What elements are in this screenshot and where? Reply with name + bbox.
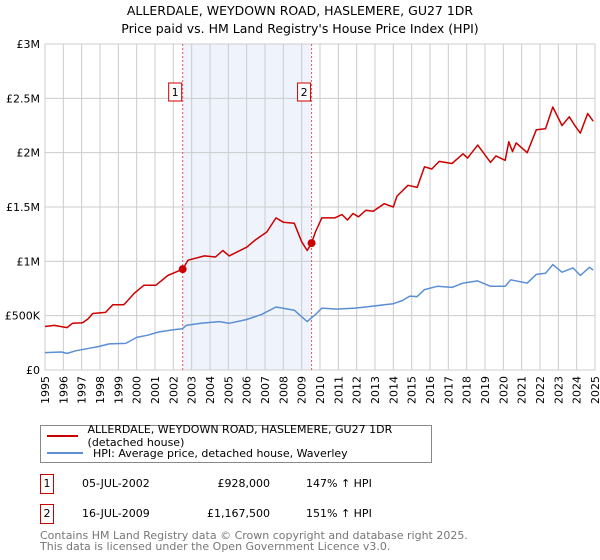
marker-label-border (168, 82, 183, 102)
hpi-line (44, 263, 594, 355)
x-tick-label: 2023 (552, 376, 565, 404)
x-tick-label: 2007 (259, 376, 272, 404)
marker-label-box: 1 (168, 82, 183, 102)
x-tick-label: 2009 (296, 376, 309, 404)
plot-frame (44, 43, 596, 371)
transaction-price: £928,000 (217, 477, 271, 490)
x-tick-label: 2015 (406, 376, 419, 404)
x-tick-label: 1995 (39, 376, 52, 404)
marker-label-box: 2 (297, 82, 312, 102)
x-tick-label: 2001 (149, 376, 162, 404)
sale-marker-point (178, 265, 187, 274)
x-tick-label: 2002 (167, 376, 180, 404)
y-tick-label: £2M (17, 147, 41, 160)
x-tick-label: 2004 (204, 376, 217, 404)
marker-label-border (297, 82, 312, 102)
transaction-number: 2 (40, 504, 54, 524)
legend: ALLERDALE, WEYDOWN ROAD, HASLEMERE, GU27… (40, 423, 432, 463)
transaction-hpi: 151% ↑ HPI (306, 507, 372, 520)
x-tick-label: 2016 (424, 376, 437, 404)
footer-line2: This data is licensed under the Open Gov… (40, 540, 391, 553)
x-tick-label: 2018 (461, 376, 474, 404)
y-tick-label: £500K (5, 310, 41, 323)
property-price-line (44, 106, 594, 329)
x-tick-label: 2017 (442, 376, 455, 404)
chart-title-line1: ALLERDALE, WEYDOWN ROAD, HASLEMERE, GU27… (126, 3, 474, 18)
legend-label-property: ALLERDALE, WEYDOWN ROAD, HASLEMERE, GU27… (87, 423, 393, 449)
y-tick-label: £1M (17, 255, 41, 268)
x-tick-label: 2008 (277, 376, 290, 404)
y-tick-label: £3M (17, 38, 41, 51)
transaction-number: 1 (40, 474, 54, 494)
y-tick-label: £1.5M (6, 201, 40, 214)
legend-label-hpi: HPI: Average price, detached house, Wave… (93, 446, 348, 460)
transaction-hpi: 147% ↑ HPI (306, 477, 372, 490)
x-tick-label: 2006 (241, 376, 254, 404)
transaction-price: £1,167,500 (207, 507, 270, 520)
x-tick-label: 2022 (534, 376, 547, 404)
x-tick-label: 1996 (57, 376, 70, 404)
transaction-date: 05-JUL-2002 (82, 477, 150, 490)
x-tick-label: 2021 (516, 376, 529, 404)
x-tick-label: 2000 (131, 376, 144, 404)
chart-title: ALLERDALE, WEYDOWN ROAD, HASLEMERE, GU27… (0, 2, 600, 38)
transaction-date: 16-JUL-2009 (82, 507, 150, 520)
x-tick-label: 2013 (369, 376, 382, 404)
legend-swatch-property (47, 435, 78, 437)
x-tick-label: 2014 (387, 376, 400, 404)
legend-item-hpi: HPI: Average price, detached house, Wave… (47, 445, 348, 461)
marker-label: 2 (301, 86, 308, 99)
sale-marker-point (307, 239, 316, 248)
y-tick-label: £0 (26, 364, 40, 377)
x-tick-label: 1998 (94, 376, 107, 404)
x-tick-label: 1999 (112, 376, 125, 404)
footer-line1: Contains HM Land Registry data © Crown c… (40, 529, 468, 542)
x-tick-label: 2025 (589, 376, 600, 404)
y-tick-label: £2.5M (6, 92, 40, 105)
x-tick-label: 2019 (479, 376, 492, 404)
x-tick-label: 2005 (222, 376, 235, 404)
x-tick-label: 2003 (186, 376, 199, 404)
footer: Contains HM Land Registry data © Crown c… (40, 530, 468, 552)
price-chart: 1995 1996 1997 1998 1999 2000 2001 2002 2003 2004… (5, 38, 600, 404)
x-tick-label: 2011 (332, 376, 345, 404)
x-tick-label: 1997 (76, 376, 89, 404)
x-tick-label: 2020 (497, 376, 510, 404)
legend-item-property: ALLERDALE, WEYDOWN ROAD, HASLEMERE, GU27… (47, 423, 431, 449)
x-tick-label: 2012 (351, 376, 364, 404)
marker-label: 1 (172, 86, 179, 99)
legend-swatch-hpi (47, 452, 83, 454)
table-row: 1 05-JUL-2002 £928,000 147% ↑ HPI (40, 474, 440, 496)
x-tick-label: 2010 (314, 376, 327, 404)
x-tick-label: 2024 (571, 376, 584, 404)
table-row: 2 16-JUL-2009 £1,167,500 151% ↑ HPI (40, 504, 440, 526)
chart-title-line2: Price paid vs. HM Land Registry's House … (121, 21, 479, 36)
